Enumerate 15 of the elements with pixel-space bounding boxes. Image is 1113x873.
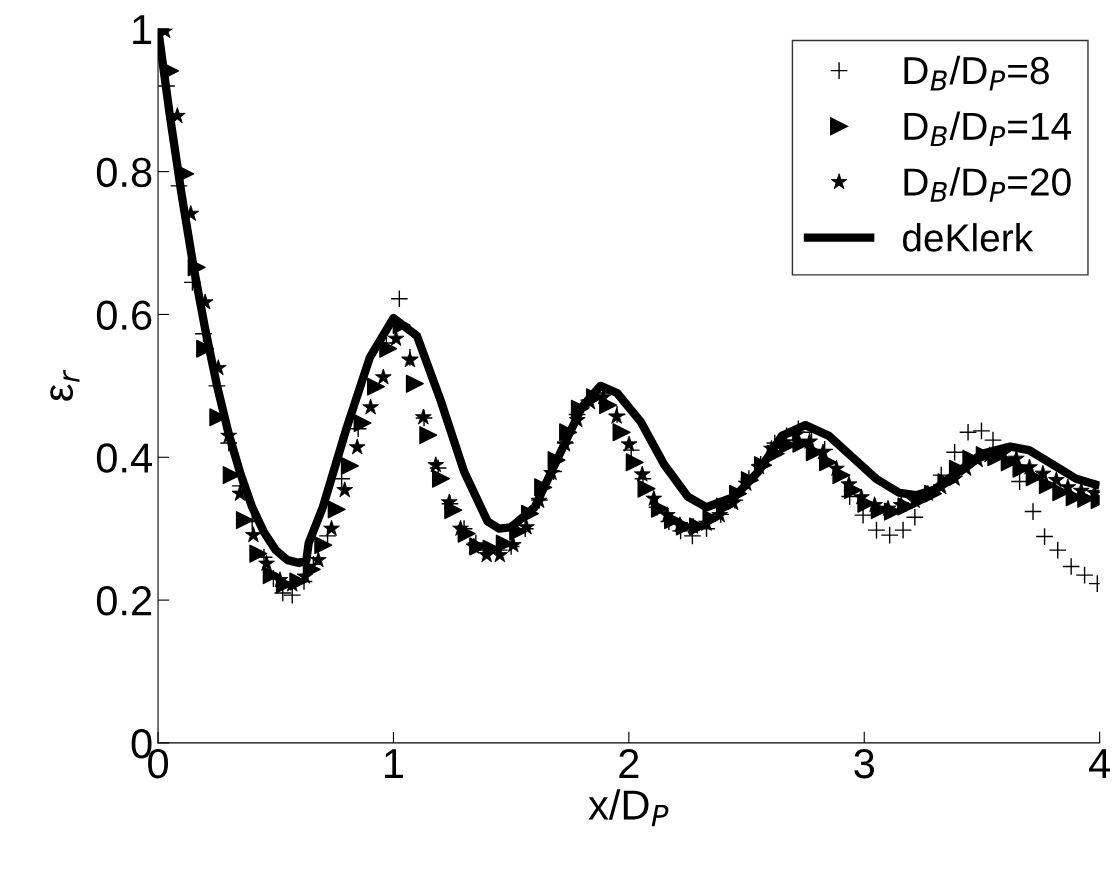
legend-label: deKlerk bbox=[902, 223, 1034, 252]
legend-label: D$_{B}$/D$_{P}$=20 bbox=[904, 167, 1071, 202]
y-tick-label: 0.6 bbox=[96, 300, 152, 330]
y-tick-label: 0.4 bbox=[96, 443, 152, 473]
x-tick-label: 2 bbox=[619, 748, 639, 778]
x-axis-title: x/D$_{P}$ bbox=[588, 789, 669, 827]
legend-label: D$_{B}$/D$_{P}$=8 bbox=[904, 55, 1049, 91]
x-tick-label: 1 bbox=[385, 749, 403, 778]
x-tick-label: 4 bbox=[1089, 749, 1111, 778]
y-tick-label: 0.2 bbox=[96, 586, 152, 616]
y-axis-title: ε$_{r}$ bbox=[50, 369, 80, 401]
y-tick-label: 0.8 bbox=[96, 157, 152, 188]
x-tick-label: 3 bbox=[854, 748, 874, 779]
y-tick-label: 1 bbox=[133, 15, 152, 44]
legend-label: D$_{B}$/D$_{P}$=14 bbox=[904, 111, 1072, 147]
